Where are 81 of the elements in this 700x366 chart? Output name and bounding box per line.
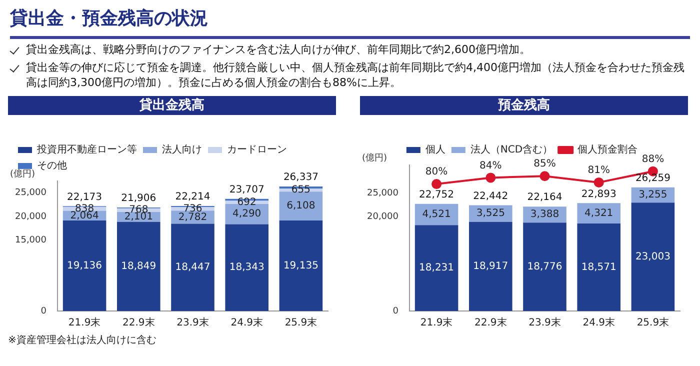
x-tick-label: 22.9末	[122, 316, 155, 329]
total-label: 22,214	[175, 192, 210, 203]
data-label: 18,231	[419, 262, 454, 274]
bar	[631, 202, 675, 311]
bar	[414, 225, 458, 311]
y-tick-label: 15,000	[14, 235, 47, 246]
legend-label: カードローン	[227, 144, 287, 156]
x-tick-label: 25.9末	[636, 316, 670, 329]
bar	[577, 224, 620, 311]
point	[432, 179, 442, 190]
text: 貸出金・預金残高の状況	[10, 6, 690, 39]
data-label: 3,255	[638, 190, 668, 201]
x-tick-label: 24.9末	[230, 316, 263, 329]
text: 貸出金残高は、戦略分野向けのファイナンスを含む法人向けが伸び、前年同期比で約2,600億円増加。	[26, 42, 530, 57]
data-label: 4,290	[232, 208, 262, 220]
y-tick-label: 25,000	[14, 188, 47, 198]
data-label: 3,388	[530, 209, 560, 220]
total-label: 23,707	[229, 184, 264, 196]
point	[486, 172, 496, 183]
total-label: 22,164	[527, 192, 562, 204]
x-tick-label: 21.9末	[68, 316, 101, 329]
data-label: 4,321	[584, 208, 614, 219]
total-label: 22,173	[67, 192, 102, 203]
bar	[117, 222, 160, 311]
x-tick-label: 23.9末	[176, 316, 209, 329]
total-label: 22,442	[473, 190, 508, 202]
legend-label: 個人	[425, 144, 446, 156]
total-label: 26,259	[635, 172, 670, 184]
data-label: 19,136	[67, 260, 102, 272]
y-axis-title: (億円)	[10, 168, 36, 180]
data-label: 6,108	[286, 200, 316, 212]
x-tick-label: 25.9末	[284, 316, 318, 329]
total-label: 21,906	[121, 193, 156, 204]
data-label: 85%	[534, 158, 556, 170]
x-tick-label: 23.9末	[528, 316, 561, 329]
bar	[279, 220, 323, 311]
data-label: 18,917	[473, 261, 508, 272]
y-axis-title: (億円)	[362, 152, 388, 164]
x-tick-label: 21.9末	[420, 316, 453, 329]
point	[540, 171, 550, 182]
data-label: 18,343	[229, 262, 264, 274]
data-label: 4,521	[422, 209, 451, 220]
data-label: 18,447	[175, 262, 210, 273]
bar	[171, 224, 214, 311]
data-label: 2,782	[178, 212, 208, 223]
data-label: 18,571	[581, 262, 616, 273]
chart-title: 貸出金残高	[8, 96, 336, 115]
data-label: 80%	[425, 166, 448, 178]
y-tick-label: 0	[392, 306, 399, 316]
text: ※資産管理会社は法人向けに含む	[8, 335, 158, 347]
data-label: 3,525	[476, 208, 505, 220]
legend-label: 法人（NCD含む）	[470, 144, 553, 156]
data-label: 18,776	[527, 261, 562, 272]
legend-label: その他	[37, 160, 67, 172]
data-label: 81%	[588, 165, 610, 176]
total-label: 22,893	[581, 188, 616, 200]
chart-title: 預金残高	[360, 96, 688, 115]
y-tick-label: 0	[40, 306, 47, 316]
bar	[279, 192, 323, 221]
data-label: 23,003	[635, 251, 670, 262]
data-label: 18,849	[121, 261, 156, 272]
legend-label: 投資用不動産ローン等	[36, 144, 137, 156]
data-label: 19,135	[283, 260, 318, 272]
x-tick-label: 22.9末	[474, 316, 507, 329]
bar	[62, 220, 106, 311]
total-label: 26,337	[283, 172, 318, 184]
bar	[523, 222, 566, 311]
y-tick-label: 25,000	[366, 188, 399, 199]
total-label: 22,752	[419, 189, 454, 200]
bar	[225, 224, 268, 311]
text: 貸出金等の伸びに応じて預金を調達。他行競合厳しい中、個人預金残高は前年同期比で約4,400億円増加（法人預金を合わせた預金残高は同約3,300億円の増加）。預金に占める個人預金の割合も88%に上昇。	[26, 60, 686, 90]
legend-label: 個人預金割合	[578, 144, 638, 156]
bar	[469, 222, 512, 311]
point	[594, 177, 604, 188]
y-tick-label: 20,000	[366, 212, 399, 222]
x-tick-label: 24.9末	[582, 316, 615, 329]
y-tick-label: 20,000	[14, 212, 47, 222]
data-label: 84%	[480, 160, 502, 172]
bar	[577, 203, 620, 224]
data-label: 88%	[642, 154, 664, 165]
legend-label: 法人向け	[162, 144, 202, 156]
